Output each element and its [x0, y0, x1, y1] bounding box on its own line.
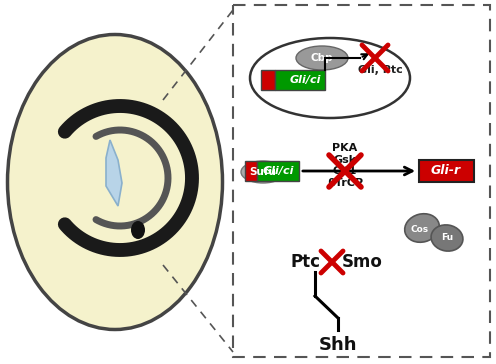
FancyBboxPatch shape: [245, 161, 257, 181]
Ellipse shape: [131, 221, 145, 239]
Text: βTrCP: βTrCP: [327, 178, 363, 188]
Text: Cos: Cos: [411, 225, 429, 233]
Text: Ptc: Ptc: [290, 253, 320, 271]
Text: PKA: PKA: [332, 143, 358, 153]
Text: Sufu: Sufu: [249, 167, 276, 177]
Ellipse shape: [7, 35, 223, 329]
Ellipse shape: [241, 161, 285, 183]
Ellipse shape: [405, 214, 439, 242]
FancyBboxPatch shape: [257, 161, 299, 181]
Text: Shh: Shh: [319, 336, 357, 354]
Text: Gli/ci: Gli/ci: [262, 166, 294, 176]
Text: Gli, Ptc: Gli, Ptc: [358, 65, 403, 75]
Text: Gsk: Gsk: [333, 155, 357, 165]
Text: Cbp: Cbp: [310, 53, 333, 63]
FancyBboxPatch shape: [233, 5, 490, 357]
FancyBboxPatch shape: [419, 160, 474, 182]
FancyBboxPatch shape: [275, 70, 325, 90]
Ellipse shape: [431, 225, 463, 251]
Text: Smo: Smo: [342, 253, 383, 271]
Text: Fu: Fu: [441, 233, 453, 242]
Polygon shape: [106, 140, 122, 206]
FancyBboxPatch shape: [261, 70, 275, 90]
Ellipse shape: [296, 46, 348, 70]
Text: CK1: CK1: [333, 166, 357, 176]
Ellipse shape: [250, 38, 410, 118]
Text: Gli-r: Gli-r: [431, 165, 461, 178]
Text: Gli/ci: Gli/ci: [289, 75, 321, 85]
